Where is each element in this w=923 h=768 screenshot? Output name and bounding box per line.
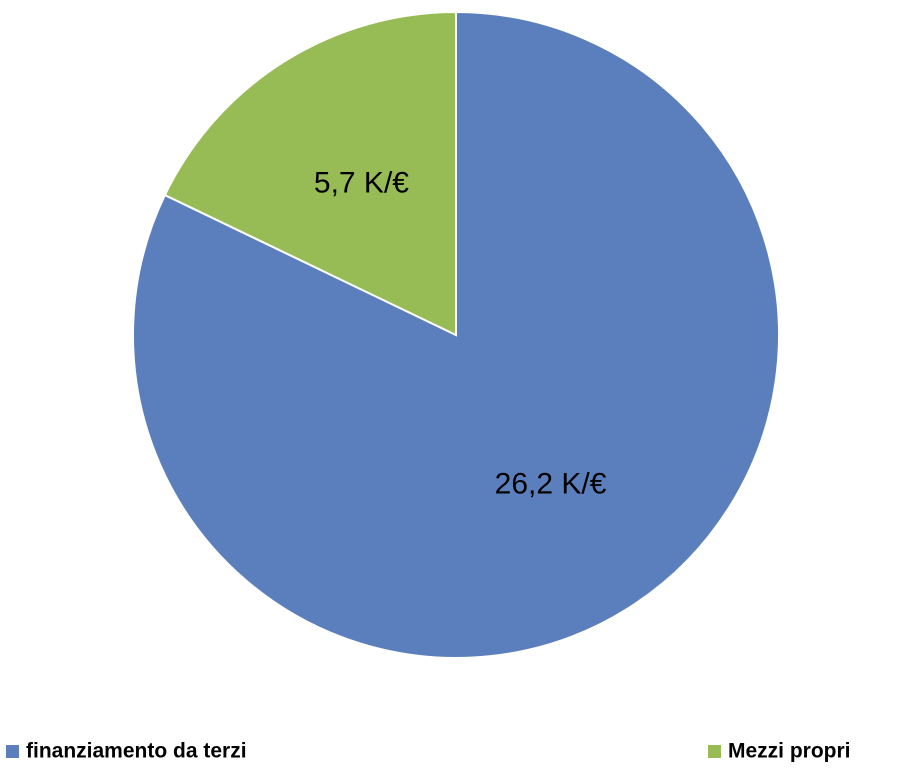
legend-swatch bbox=[708, 745, 721, 758]
data-label: 5,7 K/€ bbox=[314, 167, 409, 200]
pie-slice bbox=[163, 10, 457, 337]
legend-swatch bbox=[6, 745, 19, 758]
data-label: 26,2 K/€ bbox=[495, 467, 607, 500]
legend-label: Mezzi propri bbox=[728, 740, 851, 763]
legend-label: finanziamento da terzi bbox=[26, 740, 247, 763]
